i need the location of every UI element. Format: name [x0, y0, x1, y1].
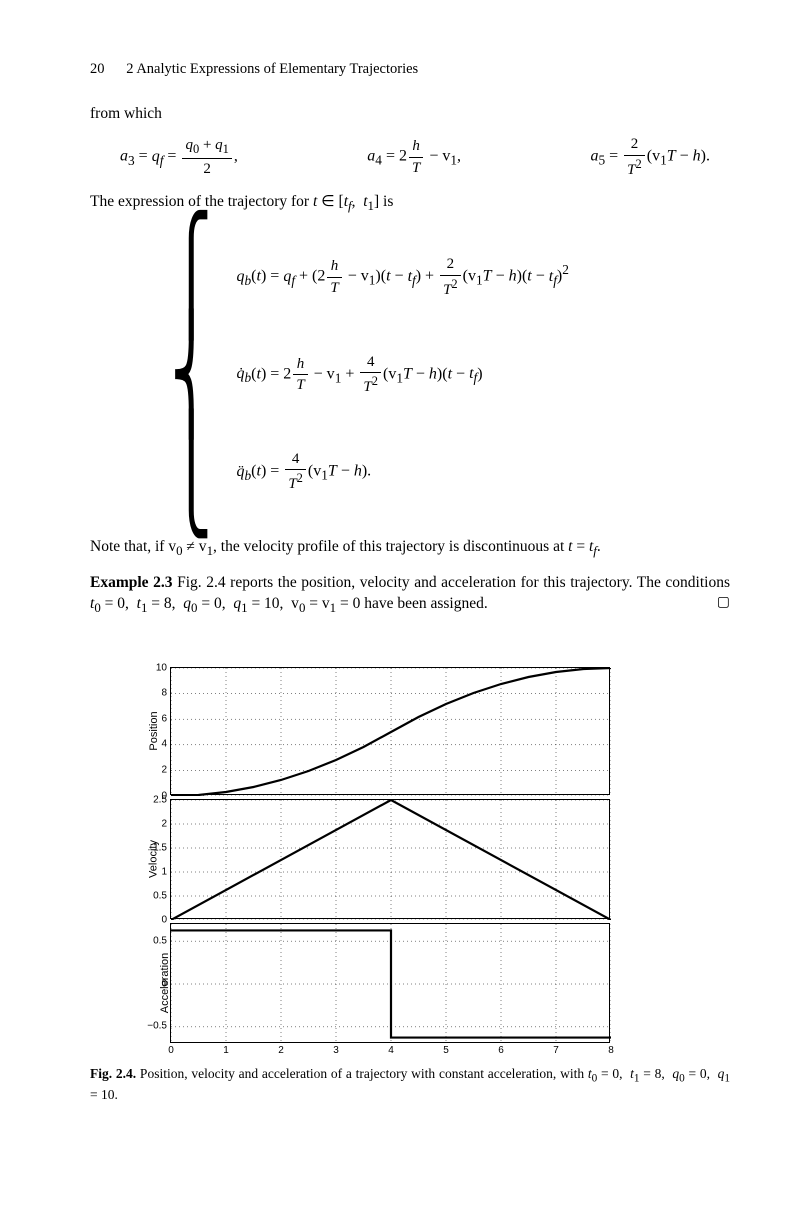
brace-icon: ⎧⎨⎩: [171, 225, 212, 525]
example-label: Example 2.3: [90, 574, 173, 591]
eq-a5: a5 = 2T2(v1T − h).: [590, 134, 710, 180]
equation-a3-a4-a5: a3 = qf = q0 + q12, a4 = 2hT − v1, a5 = …: [90, 134, 730, 180]
eq-a4: a4 = 2hT − v1,: [367, 136, 461, 178]
velocity-plot: Velocity00.511.522.5: [170, 799, 610, 919]
eq-a3: a3 = qf = q0 + q12,: [120, 135, 238, 179]
qed-icon: ▢: [717, 594, 730, 613]
acceleration-plot: Acceleration−0.500.5012345678: [170, 923, 610, 1043]
para-from-which: from which: [90, 104, 730, 125]
para-note: Note that, if v0 ≠ v1, the velocity prof…: [90, 537, 730, 560]
figure-caption: Fig. 2.4. Position, velocity and acceler…: [90, 1065, 730, 1104]
position-plot: Position0246810: [170, 667, 610, 795]
figure-2-4: Position0246810 Velocity00.511.522.5 Acc…: [170, 667, 650, 1043]
page-number: 20: [90, 61, 105, 77]
sys-line-1: qb(t) = qf + (2hT − v1)(t − tf) + 2T2(v1…: [237, 254, 569, 300]
page-header: 20 2 Analytic Expressions of Elementary …: [90, 60, 730, 80]
example-2-3: Example 2.3 Fig. 2.4 reports the positio…: [90, 573, 730, 616]
para-traj-intro: The expression of the trajectory for t ∈…: [90, 192, 730, 215]
sys-line-3: q̈b(t) = 4T2(v1T − h).: [237, 449, 569, 495]
chapter-title: 2 Analytic Expressions of Elementary Tra…: [126, 61, 418, 77]
sys-line-2: q̇b(t) = 2hT − v1 + 4T2(v1T − h)(t − tf): [237, 352, 569, 398]
equation-system: ⎧⎨⎩ qb(t) = qf + (2hT − v1)(t − tf) + 2T…: [90, 225, 730, 525]
